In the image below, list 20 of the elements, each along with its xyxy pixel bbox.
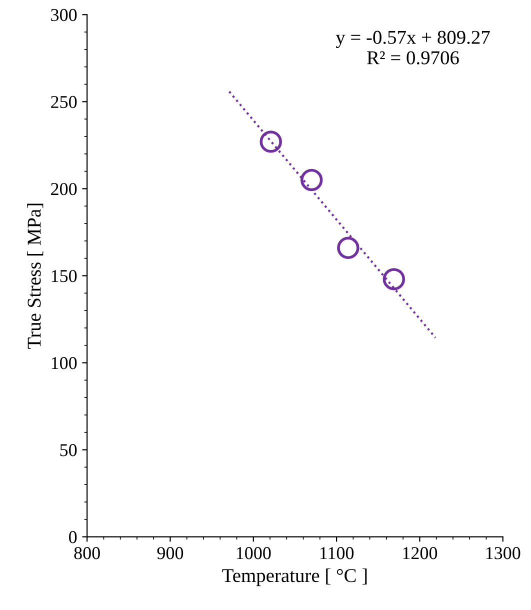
y-tick-label: 300	[51, 8, 77, 22]
annotation: y = -0.57x + 809.27 R² = 0.9706	[336, 30, 490, 64]
point	[260, 130, 282, 153]
x-tick-label: 1200	[403, 547, 438, 560]
x-tick-label: 900	[157, 547, 184, 560]
x-tick-label: 1000	[236, 547, 271, 560]
x-axis-title: Temperature [ °C ]	[222, 568, 367, 586]
x-tick-label: 800	[74, 547, 100, 560]
point	[337, 236, 360, 259]
point	[300, 168, 323, 192]
y-tick-label: 200	[51, 182, 77, 196]
y-tick-label: 150	[52, 270, 77, 282]
y-tick-label: 250	[51, 96, 77, 108]
y-tick-label: 100	[52, 357, 77, 370]
x-tick-label: 1100	[320, 547, 354, 560]
y-tick-label: 0	[69, 531, 77, 544]
x-tick-label: 1300	[486, 547, 520, 560]
y-tick-label: 50	[60, 444, 77, 456]
point	[382, 268, 406, 290]
y-axis-title: True Stress [ MPa]	[27, 204, 44, 349]
